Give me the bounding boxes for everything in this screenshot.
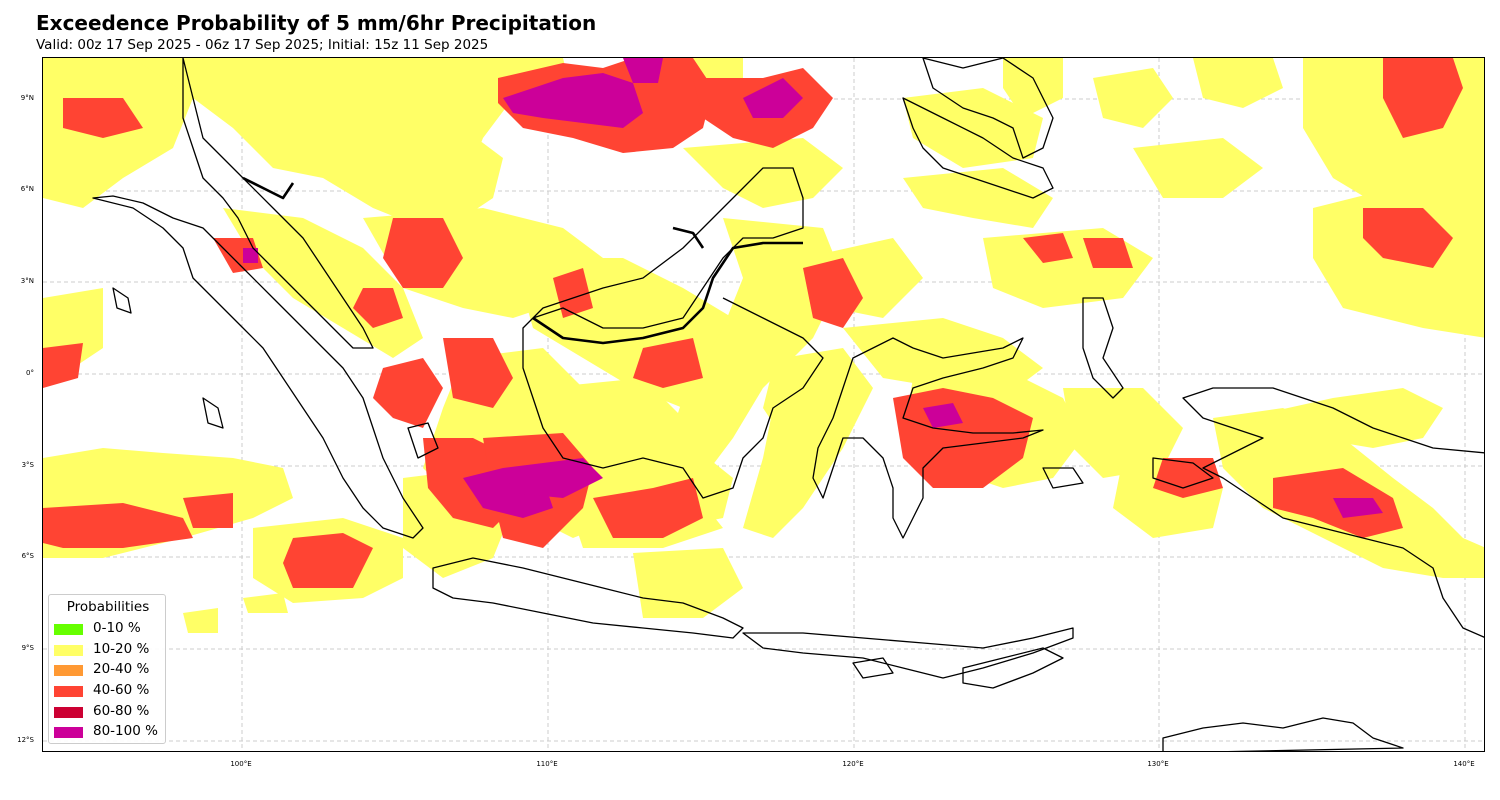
thailand-border [242,176,295,200]
mindanao-coast [922,58,1054,159]
lat-label-3s: 3°S [21,461,34,469]
legend-item-20-40: 20-40 % [54,661,164,679]
sabah-border [672,226,705,249]
legend-swatch [54,706,83,718]
nias-coast [112,287,132,314]
lat-label-12s: 12°S [17,736,34,744]
probability-legend: Probabilities 0-10 % 10-20 % 20-40 % 40-… [48,594,166,744]
sumatra-coast [92,195,424,539]
legend-item-40-60: 40-60 % [54,682,164,700]
timor-coast [962,647,1064,689]
map-title: Exceedence Probability of 5 mm/6hr Preci… [36,11,597,35]
lat-label-6n: 6°N [20,185,34,193]
malay-peninsula-coast [182,58,374,349]
legend-label: 20-40 % [93,661,150,677]
legend-swatch [54,686,83,697]
borneo-coast [522,167,824,499]
coastlines [92,58,1484,751]
legend-label: 60-80 % [93,702,150,719]
new-guinea-coast [1182,387,1484,638]
lon-label-100e: 100°E [230,760,252,768]
precipitation-map [43,58,1484,751]
legend-title: Probabilities [66,599,150,615]
sulawesi-coast [812,337,1044,539]
borneo-border [532,241,803,345]
lat-label-0: 0° [26,369,34,377]
prob-80-100-areas [243,58,1383,518]
sumba-coast [852,657,894,679]
map-subtitle: Valid: 00z 17 Sep 2025 - 06z 17 Sep 2025… [36,37,489,53]
legend-swatch [54,727,83,738]
bangka-coast [407,422,439,459]
australia-coast [1162,717,1404,751]
legend-label: 80-100 % [93,723,158,739]
legend-label: 0-10 % [93,620,141,636]
philippines-coast [902,97,1054,199]
legend-swatch [54,644,83,656]
halmahera-coast [1082,297,1124,399]
legend-item-10-20: 10-20 % [54,641,164,659]
lat-label-6s: 6°S [21,552,34,560]
lat-label-9n: 9°N [20,94,34,102]
java-coast [432,557,744,639]
lat-label-3n: 3°N [20,277,34,285]
prob-40-60-areas [43,58,1463,588]
mentawai-coast [202,397,224,429]
legend-item-80-100: 80-100 % [54,723,164,741]
legend-label: 10-20 % [93,640,150,657]
lesser-sunda-coast [742,627,1074,679]
legend-label: 40-60 % [93,682,150,698]
legend-swatch [54,665,83,676]
map-panel [42,57,1485,752]
lon-label-130e: 130°E [1147,760,1169,768]
lat-label-9s: 9°S [21,644,34,652]
legend-swatch [54,624,83,635]
legend-item-0-10: 0-10 % [54,620,164,638]
lon-label-140e: 140°E [1453,760,1475,768]
lon-label-120e: 120°E [842,760,864,768]
seram-coast [1152,457,1214,489]
lon-label-110e: 110°E [536,760,558,768]
buru-coast [1042,467,1084,489]
legend-item-60-80: 60-80 % [54,703,164,721]
